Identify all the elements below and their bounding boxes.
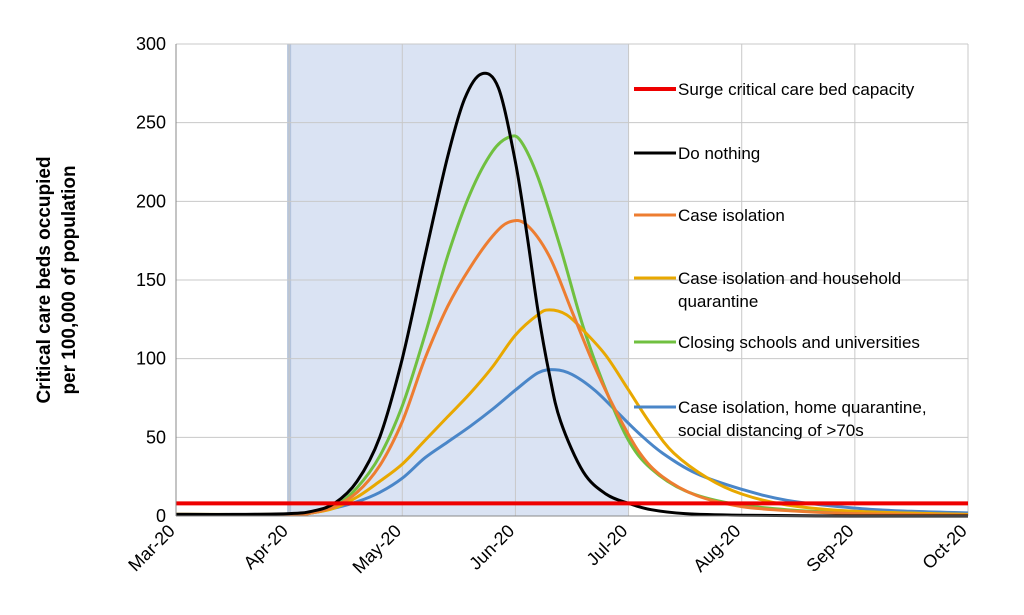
legend-label: Case isolation, home quarantine, social d… [678,398,927,440]
x-tick-label: Jun-20 [465,521,518,574]
x-tick-label: Aug-20 [689,521,744,576]
y-tick-label: 200 [136,191,166,211]
y-tick-label: 300 [136,34,166,54]
y-tick-label: 50 [146,427,166,447]
y-tick-label: 0 [156,506,166,526]
x-tick-label: Apr-20 [240,521,292,573]
legend-label: Do nothing [678,144,760,163]
series-line-case-isolation [175,218,969,517]
x-tick-label: May-20 [349,521,406,578]
legend-label: Closing schools and universities [678,333,920,352]
x-tick-label: Jul-20 [583,521,632,570]
legend-label: Surge critical care bed capacity [678,80,915,99]
legend-label: Case isolation [678,206,785,225]
y-tick-label: 100 [136,349,166,369]
series-line-do-nothing [175,71,969,518]
y-axis-title: Critical care beds occupied [34,156,55,403]
y-tick-label: 150 [136,270,166,290]
legend-label: Case isolation and household quarantine [678,269,901,311]
x-tick-label: Oct-20 [918,521,970,573]
x-tick-label: Mar-20 [124,521,178,575]
x-tick-label: Sep-20 [802,521,857,576]
y-axis-title: per 100,000 of population [59,165,80,394]
y-tick-label: 250 [136,113,166,133]
